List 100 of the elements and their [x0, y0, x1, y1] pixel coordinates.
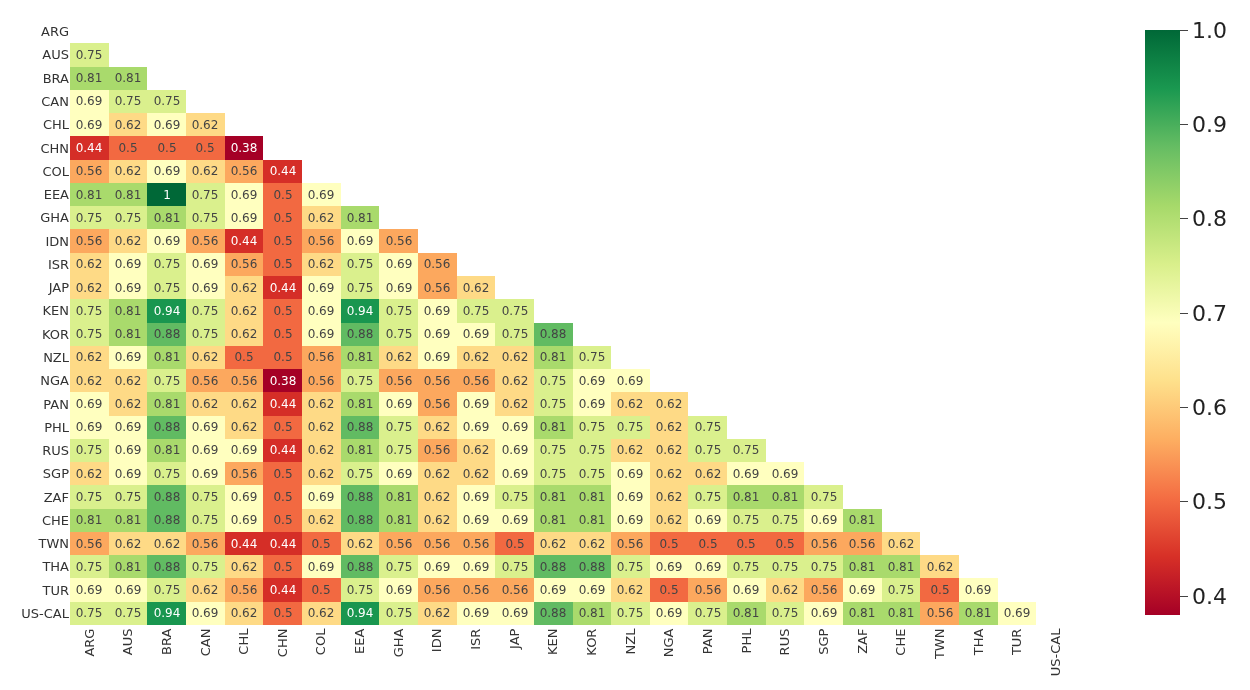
data-label: 0.88	[539, 606, 567, 621]
data-label: 0.75	[153, 467, 181, 482]
data-label: 0.88	[346, 490, 374, 505]
data-label: 0.69	[423, 560, 451, 575]
data-label: 0.62	[307, 257, 335, 272]
data-label: 0.75	[539, 467, 567, 482]
data-label: 0.62	[75, 467, 103, 482]
data-label: 0.94	[153, 606, 181, 621]
data-label: 0.62	[191, 164, 219, 179]
y-tick-label: PAN	[43, 396, 69, 412]
data-label: 0.62	[75, 281, 103, 296]
data-label: 0.5	[195, 141, 215, 156]
data-label: 0.81	[346, 397, 374, 412]
data-label: 0.69	[462, 606, 490, 621]
data-label: 0.69	[114, 257, 142, 272]
data-label: 0.69	[732, 467, 760, 482]
data-label: 0.44	[269, 164, 297, 179]
y-tick-label: COL	[42, 163, 70, 179]
x-tick-label: AUS	[120, 628, 136, 656]
data-label: 0.69	[655, 560, 683, 575]
data-label: 0.75	[114, 211, 142, 226]
data-label: 0.5	[157, 141, 177, 156]
data-label: 0.75	[616, 560, 644, 575]
data-label: 0.56	[616, 537, 644, 552]
data-label: 0.69	[578, 397, 606, 412]
data-label: 0.56	[423, 537, 451, 552]
data-label: 0.69	[307, 281, 335, 296]
data-label: 0.56	[307, 234, 335, 249]
data-label: 0.75	[771, 560, 799, 575]
data-label: 0.75	[771, 606, 799, 621]
data-label: 0.62	[307, 513, 335, 528]
data-label: 0.75	[346, 467, 374, 482]
data-label: 0.81	[346, 211, 374, 226]
data-label: 0.69	[75, 94, 103, 109]
y-tick-label: PHL	[44, 419, 70, 435]
data-label: 0.75	[114, 606, 142, 621]
x-tick-label: PAN	[700, 628, 716, 655]
data-label: 0.81	[153, 350, 181, 365]
x-tick-label: SGP	[815, 628, 831, 655]
data-label: 0.81	[153, 443, 181, 458]
data-label: 0.5	[930, 583, 950, 598]
data-label: 0.62	[887, 537, 915, 552]
data-label: 0.81	[539, 350, 567, 365]
y-tick-label: ZAF	[43, 489, 69, 505]
data-label: 0.69	[75, 397, 103, 412]
data-label: 0.75	[616, 420, 644, 435]
data-label: 0.75	[346, 281, 374, 296]
x-tick-label: PHL	[738, 627, 754, 654]
data-label: 0.56	[423, 281, 451, 296]
data-label: 0.81	[75, 513, 103, 528]
x-tick-label: BRA	[158, 628, 174, 655]
data-label: 0.81	[539, 420, 567, 435]
data-label: 0.75	[732, 443, 760, 458]
data-label: 0.44	[269, 443, 297, 458]
data-label: 0.62	[501, 374, 529, 389]
data-label: 0.75	[385, 443, 413, 458]
data-label: 0.56	[385, 537, 413, 552]
data-label: 0.69	[191, 443, 219, 458]
data-label: 0.75	[501, 304, 529, 319]
data-label: 0.62	[191, 350, 219, 365]
data-label: 0.62	[423, 490, 451, 505]
data-label: 0.56	[501, 583, 529, 598]
x-tick-label: ARG	[81, 628, 97, 657]
data-label: 0.62	[462, 350, 490, 365]
x-tick-label: THA	[970, 628, 986, 657]
data-label: 0.69	[501, 467, 529, 482]
data-label: 0.69	[771, 467, 799, 482]
data-label: 0.69	[230, 188, 258, 203]
data-label: 0.75	[153, 374, 181, 389]
y-tick-label: CHE	[41, 512, 69, 528]
data-label: 0.56	[230, 257, 258, 272]
x-tick-label: TUR	[1009, 628, 1025, 657]
data-label: 0.75	[153, 583, 181, 598]
data-label: 0.81	[114, 327, 142, 342]
data-label: 0.44	[269, 281, 297, 296]
data-label: 0.75	[732, 513, 760, 528]
data-label: 0.88	[539, 327, 567, 342]
data-label: 0.44	[230, 537, 258, 552]
data-label: 0.94	[346, 606, 374, 621]
data-label: 0.88	[153, 560, 181, 575]
y-tick-label: SGP	[42, 466, 70, 482]
data-label: 0.81	[732, 606, 760, 621]
data-label: 0.5	[273, 490, 293, 505]
data-label: 0.5	[659, 537, 679, 552]
data-label: 0.69	[385, 397, 413, 412]
data-label: 0.69	[230, 211, 258, 226]
data-label: 0.62	[616, 397, 644, 412]
color-bar-label: 0.9	[1191, 112, 1227, 138]
data-label: 0.5	[736, 537, 756, 552]
data-label: 0.5	[273, 234, 293, 249]
data-label: 0.44	[75, 141, 103, 156]
data-label: 0.69	[307, 490, 335, 505]
data-label: 0.75	[385, 304, 413, 319]
x-tick-label: TWN	[931, 628, 947, 661]
data-label: 0.75	[694, 443, 722, 458]
data-label: 0.81	[578, 606, 606, 621]
data-label: 0.56	[810, 583, 838, 598]
data-label: 0.5	[118, 141, 138, 156]
data-label: 0.62	[307, 443, 335, 458]
data-label: 0.75	[539, 397, 567, 412]
